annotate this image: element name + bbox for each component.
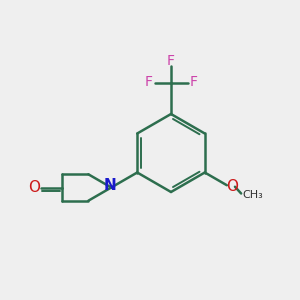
Text: O: O xyxy=(28,180,40,195)
Text: CH₃: CH₃ xyxy=(243,190,263,200)
Text: F: F xyxy=(145,76,152,89)
Text: F: F xyxy=(167,54,175,68)
Text: F: F xyxy=(190,76,197,89)
Text: O: O xyxy=(226,179,238,194)
Text: N: N xyxy=(104,178,117,194)
